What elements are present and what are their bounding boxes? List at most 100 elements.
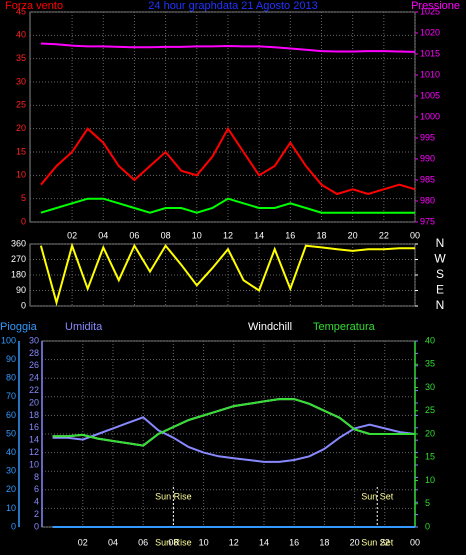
x-tick-label: 08 [168, 537, 178, 547]
y3-tick-label: 14 [29, 435, 39, 445]
y3-tick-label: 30 [29, 335, 39, 345]
x-tick-label: 20 [350, 537, 360, 547]
y-tick-label: 0 [21, 216, 26, 226]
y-tick-label: 40 [16, 30, 26, 40]
y-tick-label: 10 [16, 170, 26, 180]
y2-tick-label: 1020 [420, 27, 440, 37]
y3-tick-label: 0 [34, 521, 39, 531]
x-tick-label: 22 [379, 230, 389, 240]
x-tick-label: 12 [229, 537, 239, 547]
y2-tick-label: 1015 [420, 48, 440, 58]
y2-tick-label: 980 [420, 195, 435, 205]
y-tick-label: 15 [16, 146, 26, 156]
y-tick-label: 20 [16, 123, 26, 133]
y-tick-label: 40 [6, 447, 16, 457]
y-tick-label: 10 [6, 503, 16, 513]
y-tick-label: 80 [6, 373, 16, 383]
y2-tick-label: 35 [425, 359, 435, 369]
chart-title: 24 hour graphdata 21 Agosto 2013 [148, 0, 317, 12]
y-tick-label: 360 [11, 238, 26, 248]
y2-tick-label: 1000 [420, 111, 440, 121]
y2-tick-label: W [434, 252, 446, 266]
legend-entry: Pioggia [0, 321, 38, 333]
x-tick-label: 04 [108, 537, 118, 547]
series-line [40, 42, 416, 53]
x-tick-label: 00 [410, 230, 420, 240]
y-tick-label: 25 [16, 100, 26, 110]
x-tick-label: 18 [316, 230, 326, 240]
y-tick-label: 0 [11, 521, 16, 531]
y-tick-label: 270 [11, 254, 26, 264]
series-line [40, 126, 416, 196]
y-tick-label: 180 [11, 269, 26, 279]
y2-tick-label: 10 [425, 475, 435, 485]
annotation-label: Sun Rise [155, 537, 192, 547]
y2-tick-label: 985 [420, 174, 435, 184]
x-tick-label: 02 [78, 537, 88, 547]
x-tick-label: 14 [254, 230, 264, 240]
x-tick-label: 04 [98, 230, 108, 240]
x-tick-label: 20 [348, 230, 358, 240]
y3-tick-label: 16 [29, 422, 39, 432]
y2-tick-label: 1010 [420, 69, 440, 79]
x-tick-label: 16 [285, 230, 295, 240]
y2-tick-label: 975 [420, 216, 435, 226]
y-tick-label: 60 [6, 410, 16, 420]
y-tick-label: 100 [1, 335, 16, 345]
x-tick-label: 14 [259, 537, 269, 547]
x-tick-label: 18 [319, 537, 329, 547]
x-tick-label: 10 [199, 537, 209, 547]
y2-tick-label: 1025 [420, 6, 440, 16]
y2-tick-label: S [436, 267, 444, 281]
y3-tick-label: 24 [29, 373, 39, 383]
x-tick-label: 16 [289, 537, 299, 547]
y3-tick-label: 6 [34, 484, 39, 494]
y3-tick-label: 22 [29, 385, 39, 395]
y-tick-label: 0 [21, 300, 26, 310]
y2-tick-label: N [436, 236, 445, 250]
y-tick-label: 50 [6, 428, 16, 438]
y2-tick-label: 0 [425, 521, 430, 531]
y3-tick-label: 20 [29, 397, 39, 407]
legend-entry: Windchill [248, 321, 292, 333]
y-tick-label: 30 [16, 76, 26, 86]
x-tick-label: 00 [410, 537, 420, 547]
x-tick-label: 08 [161, 230, 171, 240]
series-line [39, 242, 415, 307]
y2-tick-label: 5 [425, 498, 430, 508]
x-tick-label: 06 [129, 230, 139, 240]
y-tick-label: 90 [6, 354, 16, 364]
y3-tick-label: 8 [34, 472, 39, 482]
y-tick-label: 35 [16, 53, 26, 63]
y2-tick-label: 40 [425, 335, 435, 345]
y3-tick-label: 12 [29, 447, 39, 457]
y-tick-label: 90 [16, 285, 26, 295]
x-tick-label: 12 [223, 230, 233, 240]
y3-tick-label: 2 [34, 509, 39, 519]
x-tick-label: 22 [380, 537, 390, 547]
y-tick-label: 45 [16, 6, 26, 16]
y-tick-label: 70 [6, 391, 16, 401]
annotation-label: Sun Rise [155, 491, 192, 501]
y2-tick-label: 990 [420, 153, 435, 163]
x-tick-label: 02 [67, 230, 77, 240]
y3-tick-label: 18 [29, 410, 39, 420]
y-tick-label: 30 [6, 466, 16, 476]
legend-entry: Umidita [65, 321, 103, 333]
y2-tick-label: 25 [425, 405, 435, 415]
y3-tick-label: 28 [29, 348, 39, 358]
x-tick-label: 06 [138, 537, 148, 547]
series-line [40, 197, 415, 214]
y3-tick-label: 26 [29, 360, 39, 370]
series-line [52, 398, 415, 447]
y-tick-label: 20 [6, 484, 16, 494]
y-tick-label: 5 [21, 193, 26, 203]
y3-tick-label: 4 [34, 497, 39, 507]
x-tick-label: 10 [192, 230, 202, 240]
y2-tick-label: 995 [420, 132, 435, 142]
y2-tick-label: E [436, 283, 444, 297]
y2-tick-label: 15 [425, 452, 435, 462]
